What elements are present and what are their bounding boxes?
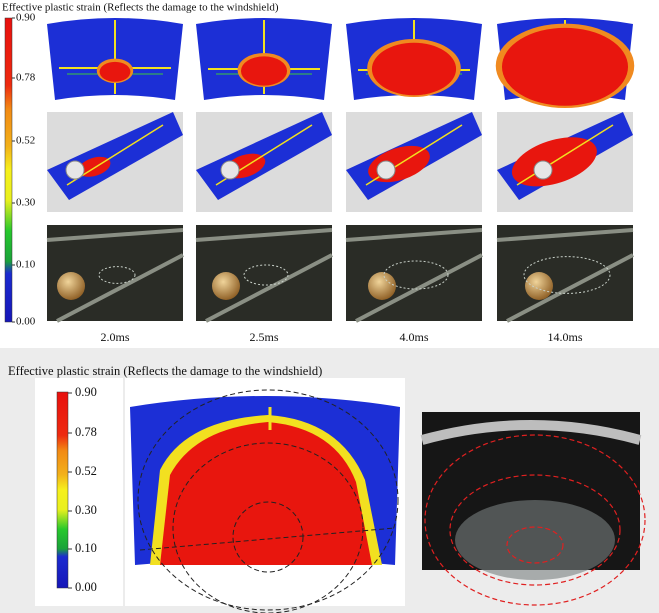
top-title: Effective plastic strain (Reflects the d… [2,2,279,14]
guide-circle-red [506,526,564,564]
crack [516,124,614,186]
guide-circle [172,442,364,613]
colorbar-label: 0.52 [75,464,97,478]
damage [99,61,131,82]
bottom-colorbar-labels: 0.90 0.78 0.52 0.30 0.10 0.00 [68,385,97,594]
impactor [220,160,240,180]
cracks-photo [243,264,289,286]
damage [501,27,629,106]
photo-frame [496,228,634,323]
time-label: 4.0ms [399,330,428,344]
colorbar-label: 0.30 [75,503,97,517]
impactor-photo [368,272,396,300]
bottom-title: Effective plastic strain (Reflects the d… [8,364,322,378]
guide-circle [137,389,399,611]
impactor-photo [57,272,85,300]
guide-circle [232,501,304,573]
top-colorbar [4,17,13,323]
photo-frame [345,228,483,323]
colorbar-label: 0.78 [16,72,36,84]
photo-frame [46,228,184,323]
impactor-photo [525,272,553,300]
cracks-photo [383,260,449,290]
damage [371,42,457,96]
bottom-images [130,389,646,613]
top-colorbar-labels: 0.90 0.78 0.52 0.30 0.10 0.00 [12,12,36,328]
impactor [533,160,553,180]
colorbar-label: 0.90 [75,385,97,399]
colorbar-label: 0.52 [16,135,35,147]
cracks-photo [98,266,136,284]
photo [346,225,482,321]
photo [196,225,332,321]
colorbar-label: 0.10 [16,259,36,271]
damage-red [160,422,372,565]
guide-circle-red [449,474,621,586]
colorbar-label: 0.00 [75,580,97,594]
damage [240,56,288,86]
top-images: 2.0ms 2.5ms 4.0ms 14.0ms [46,18,635,344]
colorbar-label: 0.30 [16,197,36,209]
impactor-photo [212,272,240,300]
colorbar-label: 0.78 [75,425,97,439]
colorbar-label: 0.90 [16,12,36,24]
damage [78,156,111,177]
impactor [376,160,396,180]
photo-frame [195,228,333,323]
cracks-photo [523,256,611,294]
impactor [65,160,85,180]
colorbar-label: 0.00 [16,316,36,328]
photo-frame [420,420,642,445]
guide-line [139,527,396,551]
photo [497,225,633,321]
colorbar-label: 0.10 [75,541,97,555]
time-label: 14.0ms [547,330,582,344]
glass-cracks [455,500,615,580]
guide-circle-red [424,434,646,606]
bottom-colorbar [56,391,69,589]
time-label: 2.5ms [249,330,278,344]
bottom-colorbar-box [35,378,123,606]
time-label: 2.0ms [100,330,129,344]
